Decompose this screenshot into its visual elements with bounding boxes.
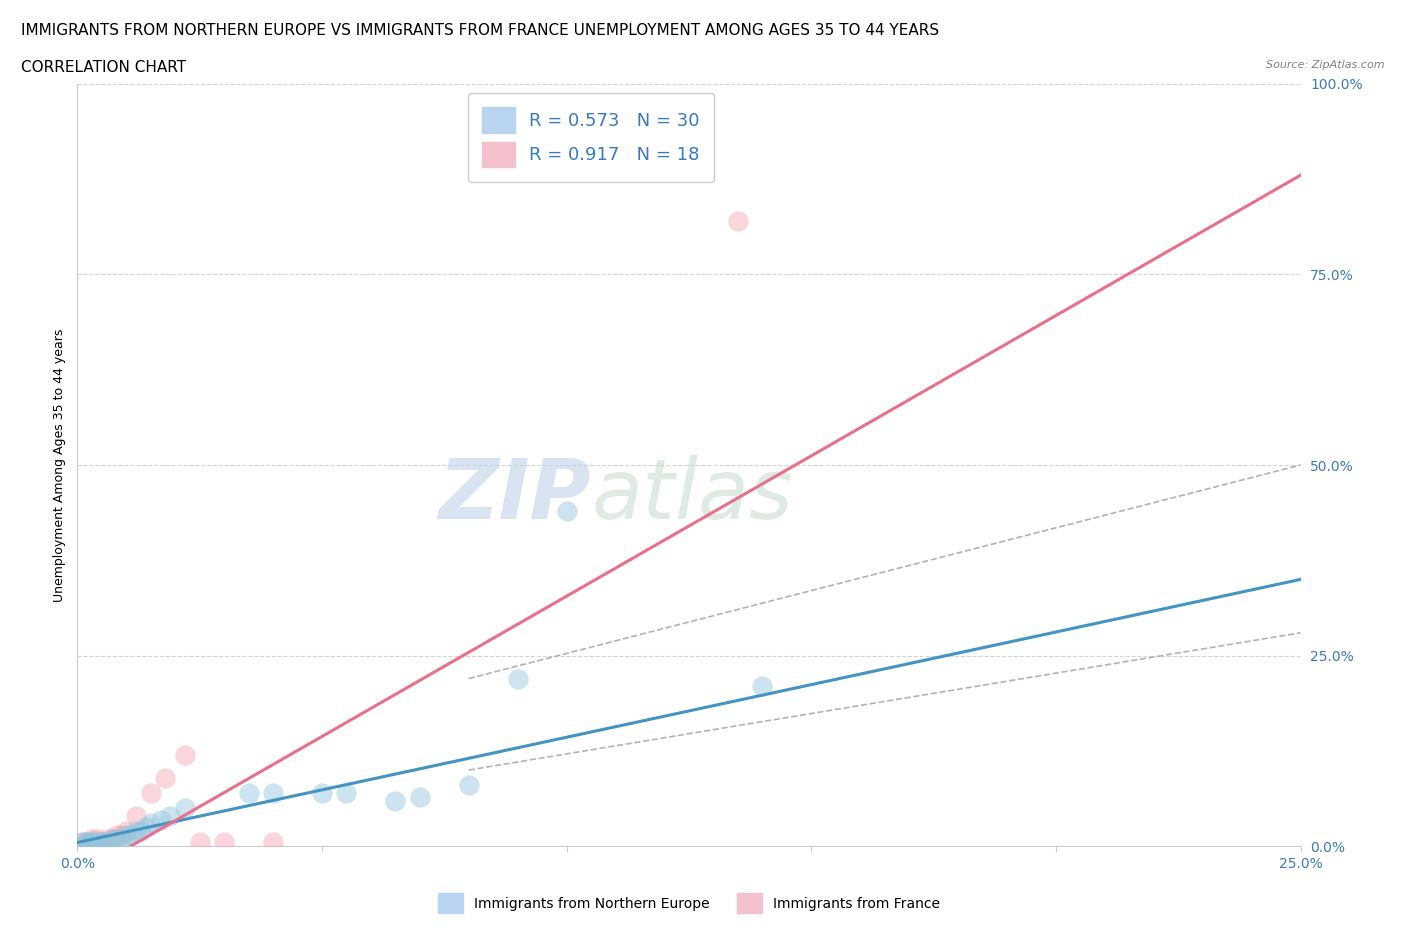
Point — [129, 824, 152, 839]
Point — [80, 831, 103, 846]
Point — [70, 835, 93, 850]
Point — [120, 828, 142, 843]
Point — [110, 828, 132, 843]
Point — [90, 835, 112, 850]
Point — [751, 679, 773, 694]
Point — [115, 824, 138, 839]
Point — [506, 671, 529, 686]
Text: ZIP: ZIP — [439, 455, 591, 536]
Point — [139, 786, 162, 801]
Point — [139, 816, 162, 830]
Legend: R = 0.573   N = 30, R = 0.917   N = 18: R = 0.573 N = 30, R = 0.917 N = 18 — [468, 93, 714, 181]
Point — [105, 828, 128, 843]
Point — [76, 835, 98, 850]
Point — [384, 793, 406, 808]
Point — [174, 748, 197, 763]
Point — [90, 835, 112, 850]
Point — [86, 835, 108, 850]
Point — [96, 831, 118, 846]
Point — [70, 835, 93, 850]
Point — [76, 835, 98, 850]
Point — [125, 824, 148, 839]
Point — [105, 831, 128, 846]
Point — [155, 770, 177, 785]
Legend: Immigrants from Northern Europe, Immigrants from France: Immigrants from Northern Europe, Immigra… — [432, 887, 946, 919]
Text: atlas: atlas — [591, 455, 793, 536]
Point — [262, 786, 284, 801]
Text: Source: ZipAtlas.com: Source: ZipAtlas.com — [1267, 60, 1385, 71]
Point — [125, 808, 148, 823]
Point — [110, 831, 132, 846]
Point — [96, 835, 118, 850]
Point — [212, 835, 235, 850]
Point — [76, 835, 98, 850]
Point — [149, 812, 172, 827]
Point — [135, 820, 157, 835]
Point — [311, 786, 333, 801]
Point — [115, 828, 138, 843]
Point — [80, 835, 103, 850]
Point — [174, 801, 197, 816]
Y-axis label: Unemployment Among Ages 35 to 44 years: Unemployment Among Ages 35 to 44 years — [53, 328, 66, 602]
Point — [457, 777, 479, 792]
Point — [100, 831, 122, 846]
Point — [238, 786, 260, 801]
Point — [188, 835, 211, 850]
Point — [262, 835, 284, 850]
Text: CORRELATION CHART: CORRELATION CHART — [21, 60, 186, 75]
Point — [159, 808, 181, 823]
Point — [86, 831, 108, 846]
Point — [100, 831, 122, 846]
Point — [555, 503, 578, 518]
Point — [335, 786, 357, 801]
Point — [409, 790, 432, 804]
Text: IMMIGRANTS FROM NORTHERN EUROPE VS IMMIGRANTS FROM FRANCE UNEMPLOYMENT AMONG AGE: IMMIGRANTS FROM NORTHERN EUROPE VS IMMIG… — [21, 23, 939, 38]
Point — [727, 214, 749, 229]
Point — [80, 835, 103, 850]
